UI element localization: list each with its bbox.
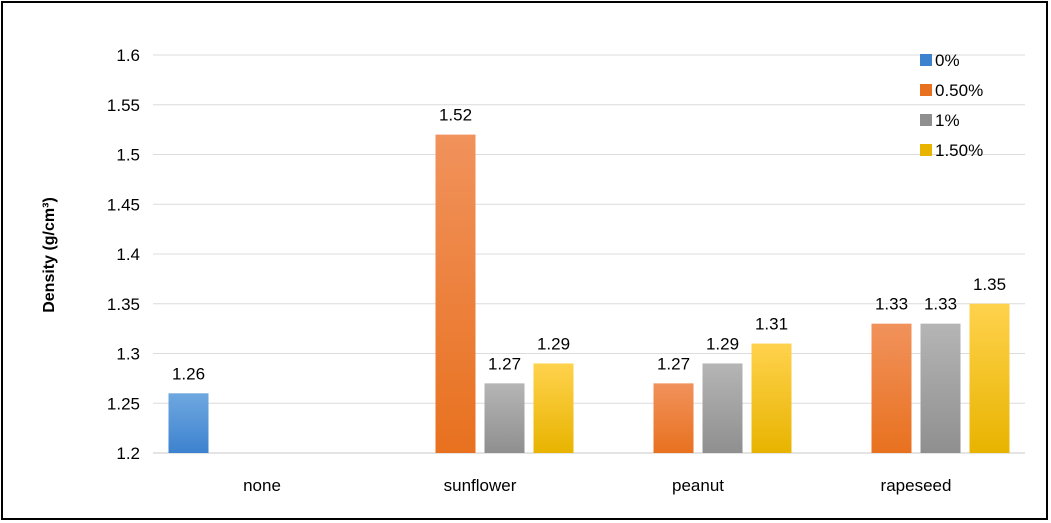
data-label: 1.52 xyxy=(439,106,472,125)
x-tick-label-peanut: peanut xyxy=(672,476,724,495)
bar-sunflower-1% xyxy=(484,383,525,453)
y-tick-label: 1.45 xyxy=(107,195,140,214)
data-label: 1.27 xyxy=(657,354,690,373)
legend-swatch xyxy=(920,114,932,126)
data-label: 1.33 xyxy=(875,295,908,314)
legend-swatch xyxy=(920,54,932,66)
gridlines xyxy=(153,54,1025,454)
y-axis-ticks: 1.2 1.25 1.3 1.35 1.4 1.45 1.5 1.55 1.6 xyxy=(107,46,140,463)
data-label: 1.35 xyxy=(973,275,1006,294)
legend-entry: 1.50% xyxy=(935,141,983,160)
data-label: 1.27 xyxy=(488,354,521,373)
y-tick-label: 1.6 xyxy=(116,46,140,65)
bar-peanut-0.50% xyxy=(653,383,694,453)
data-label: 1.29 xyxy=(706,334,739,353)
legend-swatch xyxy=(920,144,932,156)
y-tick-label: 1.5 xyxy=(116,146,140,165)
bar-none-0% xyxy=(168,393,209,453)
data-label: 1.33 xyxy=(924,295,957,314)
data-label: 1.26 xyxy=(172,364,205,383)
y-tick-label: 1.3 xyxy=(116,345,140,364)
legend-entry: 0% xyxy=(935,51,960,70)
y-tick-label: 1.35 xyxy=(107,295,140,314)
bar-chart: 1.2 1.25 1.3 1.35 1.4 1.45 1.5 1.55 1.6 1.26 1.52… xyxy=(41,46,1025,495)
x-tick-label-rapeseed: rapeseed xyxy=(881,476,952,495)
bars xyxy=(168,134,1010,453)
data-label: 1.29 xyxy=(537,334,570,353)
bar-peanut-1.50% xyxy=(751,343,792,453)
bar-rapeseed-1% xyxy=(920,323,961,453)
y-tick-label: 1.25 xyxy=(107,394,140,413)
bar-rapeseed-0.50% xyxy=(871,323,912,453)
y-tick-label: 1.4 xyxy=(116,245,140,264)
legend-swatch xyxy=(920,84,932,96)
bar-rapeseed-1.50% xyxy=(969,303,1010,453)
y-tick-label: 1.55 xyxy=(107,96,140,115)
bar-peanut-1% xyxy=(702,363,743,453)
y-axis-label: Density (g/cm³) xyxy=(41,197,58,313)
legend-entry: 0.50% xyxy=(935,81,983,100)
bar-sunflower-1.50% xyxy=(533,363,574,453)
x-tick-label-sunflower: sunflower xyxy=(444,476,517,495)
data-labels: 1.26 1.52 1.27 1.29 1.27 1.29 1.31 1.33 1.33 1.35 xyxy=(172,106,1006,384)
data-label: 1.31 xyxy=(755,315,788,334)
legend-entry: 1% xyxy=(935,111,960,130)
x-axis-ticks: none sunflower peanut rapeseed xyxy=(243,476,951,495)
bar-sunflower-0.50% xyxy=(435,134,476,453)
y-tick-label: 1.2 xyxy=(116,444,140,463)
x-tick-label-none: none xyxy=(243,476,281,495)
legend: 0% 0.50% 1% 1.50% xyxy=(920,51,983,160)
